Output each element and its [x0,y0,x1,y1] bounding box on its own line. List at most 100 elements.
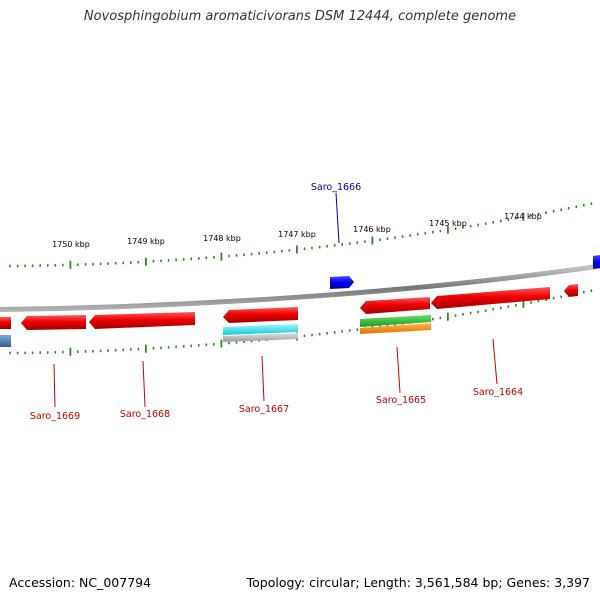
outer-minor-tick [281,249,283,253]
cds-arrow-Saro_1669[interactable] [21,315,86,330]
outer-minor-tick [333,244,336,247]
outer-minor-tick [258,252,260,255]
cds-arrow-Saro_1666[interactable] [330,276,354,289]
feature-gray-Saro_1667[interactable] [223,333,298,342]
outer-minor-tick [394,236,396,239]
inner-minor-tick [167,346,170,349]
outer-minor-tick [235,254,238,257]
outer-major-tick [371,236,374,245]
outer-minor-tick [424,231,427,235]
sequence-backbone [0,263,600,312]
inner-minor-tick [311,333,313,337]
inner-minor-tick [432,317,434,321]
cds-arrow-Saro_1665[interactable] [360,297,430,314]
gene-Saro_1666[interactable] [330,276,354,289]
outer-minor-tick [152,260,155,263]
footer-accession: Accession: NC_007794 [9,575,152,590]
gene-label-Saro_1665[interactable]: Saro_1665 [376,395,426,406]
inner-minor-tick [394,323,396,326]
feature-steel-edge[interactable] [0,335,11,347]
outer-minor-tick [265,251,268,254]
outer-minor-tick [243,253,245,257]
outer-minor-tick [39,264,41,267]
outer-minor-tick [500,219,502,223]
inner-minor-tick [515,304,517,307]
gene-label-Saro_1668[interactable]: Saro_1668 [120,409,170,420]
inner-minor-tick [114,348,117,352]
inner-minor-tick [439,316,442,320]
inner-minor-tick [77,350,79,353]
inner-minor-tick [537,299,540,303]
inner-minor-tick [190,344,192,348]
outer-minor-tick [515,217,517,220]
inner-minor-tick [530,301,532,304]
inner-minor-tick [152,347,155,350]
scale-label-1746: 1746 kbp [353,225,391,234]
cds-arrow-edge-forward[interactable] [593,255,600,269]
outer-minor-tick [567,207,570,210]
gene-label-Saro_1666[interactable]: Saro_1666 [311,182,361,193]
inner-major-tick [145,344,147,353]
inner-minor-tick [492,308,494,311]
outer-major-tick [296,245,298,254]
outer-minor-tick [198,257,200,260]
scale-label-1747: 1747 kbp [278,230,316,239]
outer-minor-tick [583,203,585,207]
feature-orange-Saro_1665[interactable] [360,323,431,334]
inner-minor-tick [130,348,132,351]
gene-Saro_1664[interactable] [431,287,550,309]
leader-lines [53,192,498,408]
cds-arrow-small-right[interactable] [564,284,578,297]
outer-minor-tick [575,205,578,209]
gene-Saro_1665[interactable] [360,297,431,334]
inner-minor-tick [583,290,585,294]
leader-Saro_1664 [492,338,498,385]
outer-minor-tick [24,264,26,268]
outer-minor-tick [205,256,208,260]
gene-label-Saro_1667[interactable]: Saro_1667 [239,404,289,415]
feature-green-Saro_1665[interactable] [360,315,431,327]
gene-Saro_1668[interactable] [89,312,195,329]
inner-minor-tick [39,351,41,354]
outer-minor-tick [326,245,328,248]
inner-minor-tick [469,311,472,315]
outer-minor-tick [432,230,434,234]
inner-minor-tick [137,347,140,351]
outer-minor-tick [416,233,419,236]
inner-minor-tick [507,305,510,308]
inner-minor-tick [107,349,109,352]
leader-Saro_1667 [261,355,265,402]
inner-minor-tick [326,332,328,335]
gene-Saro_1667[interactable] [223,307,298,342]
inner-minor-tick [386,324,389,327]
outer-minor-tick [545,211,547,214]
outer-minor-tick [364,240,366,243]
inner-minor-tick [341,330,343,333]
gene-Saro_1669[interactable] [21,315,86,330]
outer-minor-tick [228,254,230,258]
outer-minor-tick [484,222,487,225]
inner-major-tick [220,339,223,348]
outer-minor-tick [401,235,404,238]
outer-minor-tick [92,262,94,266]
outer-minor-tick [137,260,140,264]
outer-minor-tick [273,250,276,254]
outer-minor-tick [507,218,510,221]
feature-cyan-Saro_1667[interactable] [223,324,298,335]
leader-Saro_1665 [396,346,401,394]
outer-minor-tick [349,242,351,245]
scale-label-1749: 1749 kbp [127,237,165,246]
gene-label-Saro_1669[interactable]: Saro_1669 [30,411,80,422]
outer-minor-tick [552,209,555,213]
cds-arrow-Saro_1667[interactable] [223,307,298,323]
outer-minor-tick [386,237,389,240]
inner-major-tick [447,312,449,321]
cds-arrow-edge-left[interactable] [0,317,11,329]
cds-arrow-Saro_1668[interactable] [89,312,195,329]
outer-minor-tick [341,243,343,246]
cds-arrow-Saro_1664[interactable] [431,287,550,309]
outer-minor-tick [213,256,215,259]
gene-label-Saro_1664[interactable]: Saro_1664 [473,387,523,398]
